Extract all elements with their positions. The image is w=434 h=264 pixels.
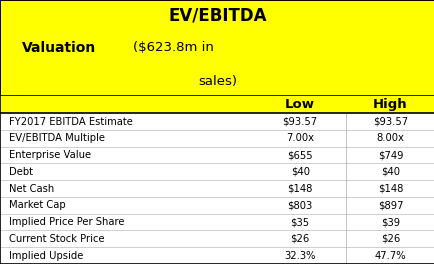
Bar [0,214,434,230]
Text: $35: $35 [290,217,309,227]
Text: $897: $897 [377,200,402,210]
Text: $26: $26 [290,234,309,244]
Text: $93.57: $93.57 [282,116,317,126]
Text: $93.57: $93.57 [372,116,407,126]
Text: EV/EBITDA: EV/EBITDA [168,7,266,25]
Text: $39: $39 [380,217,399,227]
Text: EV/EBITDA Multiple: EV/EBITDA Multiple [9,133,105,143]
Text: Low: Low [285,98,314,111]
Text: Market Cap: Market Cap [9,200,65,210]
Bar [0,96,434,113]
Bar [0,130,434,147]
Text: High: High [372,98,407,111]
Bar [0,163,434,180]
Bar [0,113,434,130]
Text: 47.7%: 47.7% [374,251,405,261]
Text: $148: $148 [287,183,312,194]
Text: $803: $803 [287,200,312,210]
Text: 32.3%: 32.3% [284,251,315,261]
Text: Implied Price Per Share: Implied Price Per Share [9,217,124,227]
Text: Debt: Debt [9,167,33,177]
Bar [0,230,434,247]
Text: Valuation: Valuation [22,41,96,55]
Text: 8.00x: 8.00x [375,133,404,143]
Text: $26: $26 [380,234,399,244]
Text: $40: $40 [380,167,399,177]
Bar [0,197,434,214]
Text: $655: $655 [287,150,312,160]
Bar [0,247,434,264]
Bar [0,180,434,197]
Text: $749: $749 [377,150,402,160]
Text: Current Stock Price: Current Stock Price [9,234,104,244]
Text: $40: $40 [290,167,309,177]
Text: $148: $148 [377,183,402,194]
Text: Net Cash: Net Cash [9,183,54,194]
Text: Implied Upside: Implied Upside [9,251,83,261]
Text: 7.00x: 7.00x [286,133,313,143]
Text: sales): sales) [197,75,237,88]
Bar [0,0,434,96]
Bar [0,147,434,163]
Text: Enterprise Value: Enterprise Value [9,150,91,160]
Text: FY2017 EBITDA Estimate: FY2017 EBITDA Estimate [9,116,132,126]
Text: ($623.8m in: ($623.8m in [132,41,213,54]
